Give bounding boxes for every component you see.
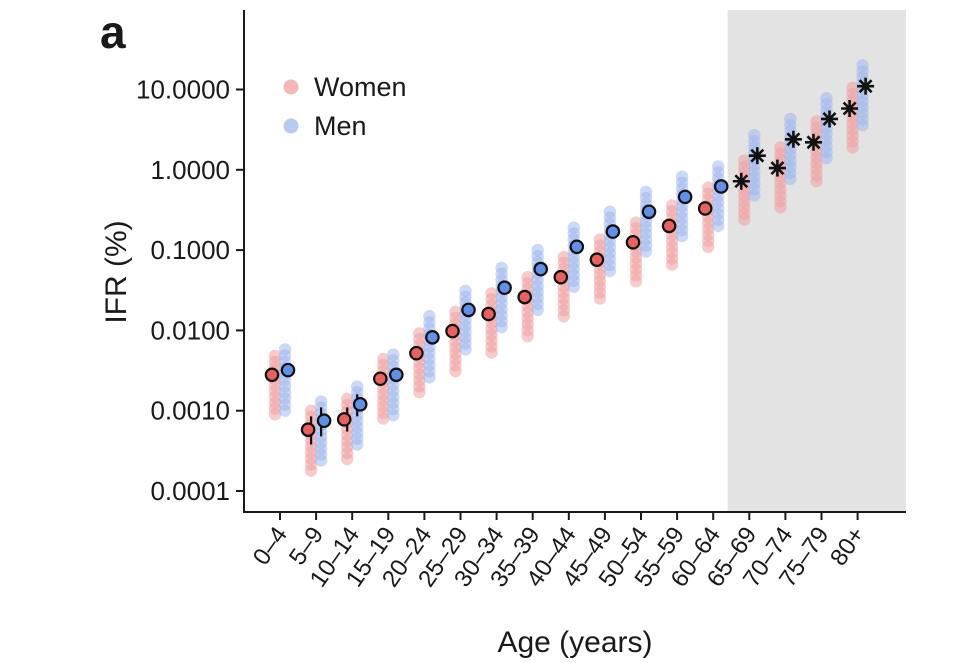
cloud-point: [387, 348, 400, 361]
cloud-point: [459, 284, 472, 298]
men-estimate-point: [497, 280, 512, 296]
y-tick-label: 10.0000: [136, 75, 230, 105]
y-axis-title: IFR (%): [100, 220, 133, 323]
men-estimate-point: [316, 413, 332, 429]
men-projected-point: [857, 77, 875, 95]
shaded-region: [727, 10, 906, 512]
women-estimate-point: [697, 201, 713, 216]
men-estimate-point: [425, 330, 440, 345]
cloud-point: [567, 221, 580, 234]
men-estimate-point: [569, 239, 585, 255]
y-tick-label: 1.0000: [150, 155, 230, 185]
women-estimate-point: [661, 218, 677, 234]
men-estimate-point: [352, 397, 368, 412]
cloud-point: [413, 327, 426, 340]
men-estimate-point: [280, 362, 296, 378]
legend-men-label: Men: [314, 111, 367, 141]
cloud-point: [675, 170, 689, 183]
cloud-point: [495, 261, 508, 275]
cloud-point: [449, 305, 462, 319]
cloud-point: [846, 81, 859, 94]
cloud-point: [665, 199, 679, 212]
cloud-point: [304, 404, 318, 417]
y-axis-ticks: 0.0001 0.0010 0.0100 0.1000 1.0000 10.0000: [136, 75, 244, 506]
women-estimate-point: [481, 306, 496, 322]
men-estimate-point: [713, 179, 729, 194]
cloud-point: [629, 216, 643, 229]
legend-men-marker: [283, 118, 299, 134]
women-estimate-point: [517, 289, 532, 305]
cloud-point: [738, 154, 751, 167]
marker-layer: [264, 77, 875, 437]
cloud-point: [784, 112, 797, 126]
y-tick-label: 0.1000: [150, 235, 230, 265]
women-estimate-point: [264, 367, 280, 383]
cloud-point: [268, 349, 282, 363]
cloud-point: [702, 181, 715, 194]
cloud-point: [521, 270, 534, 284]
women-estimate-point: [372, 371, 388, 387]
legend-women-label: Women: [314, 72, 407, 102]
cloud-point: [856, 59, 869, 72]
women-projected-point: [841, 99, 859, 117]
y-tick-label: 0.0001: [150, 476, 230, 506]
cloud-point: [712, 160, 725, 173]
cloud-point: [423, 310, 436, 323]
men-projected-point: [784, 130, 802, 148]
women-estimate-point: [625, 235, 641, 250]
men-estimate-point: [533, 261, 548, 277]
women-projected-point: [768, 159, 786, 177]
women-projected-point: [732, 172, 750, 190]
cloud-point: [557, 250, 570, 264]
men-estimate-point: [641, 204, 657, 220]
cloud-point: [341, 392, 354, 406]
men-estimate-point: [605, 224, 621, 239]
women-estimate-point: [553, 269, 569, 285]
cloud-point: [639, 185, 653, 199]
cloud-point: [820, 91, 833, 105]
panel-label: a: [100, 6, 126, 58]
y-tick-label: 0.0100: [150, 315, 230, 345]
women-estimate-point: [336, 412, 352, 427]
legend: Women Men: [283, 72, 407, 141]
cloud-point: [351, 380, 364, 393]
women-estimate-point: [589, 252, 605, 267]
x-tick-label: 0–4: [248, 522, 293, 570]
x-axis-title: Age (years): [497, 626, 652, 659]
men-estimate-point: [388, 367, 404, 383]
cloud-point: [485, 287, 498, 300]
cloud-point: [377, 352, 390, 366]
cloud-point: [748, 128, 761, 142]
cloud-point: [774, 141, 787, 154]
legend-women-marker: [283, 79, 299, 95]
cloud-point: [593, 233, 607, 246]
y-tick-label: 0.0010: [150, 396, 230, 426]
cloud-point: [810, 115, 823, 128]
cloud-point: [314, 395, 328, 408]
cloud-point: [278, 343, 292, 356]
men-estimate-point: [461, 302, 476, 318]
men-projected-point: [748, 147, 766, 165]
women-estimate-point: [445, 323, 460, 339]
men-projected-point: [821, 110, 838, 128]
men-estimate-point: [677, 189, 693, 205]
x-tick-label: 80+: [825, 522, 870, 571]
cloud-point: [531, 243, 544, 257]
women-estimate-point: [409, 345, 424, 361]
x-axis-ticks: 0–45–910–1415–1920–2425–2930–3435–3940–4…: [248, 512, 871, 592]
women-estimate-point: [300, 422, 316, 437]
cloud-point: [603, 205, 617, 218]
women-projected-point: [805, 133, 822, 151]
